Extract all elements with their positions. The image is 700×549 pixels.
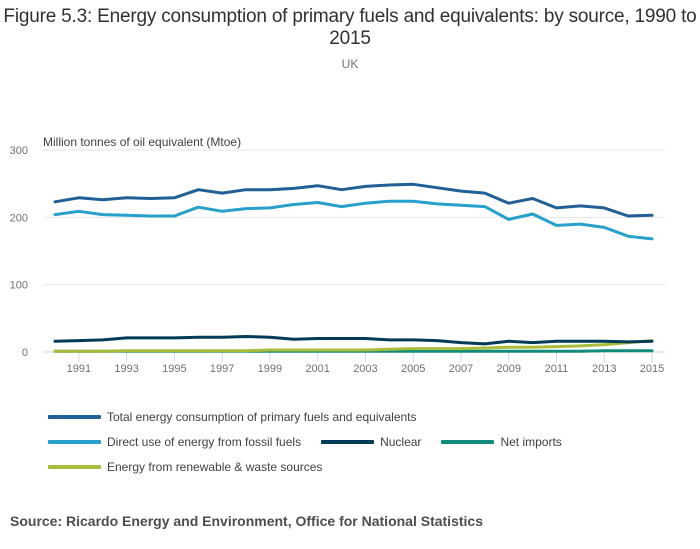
x-tick-label: 2015	[640, 363, 664, 375]
x-tick-label: 1995	[162, 363, 186, 375]
legend-label: Net imports	[500, 434, 562, 449]
legend: Total energy consumption of primary fuel…	[48, 404, 668, 479]
source-note: Source: Ricardo Energy and Environment, …	[10, 513, 483, 529]
legend-item[interactable]: Net imports	[441, 434, 562, 449]
x-tick-label: 1997	[210, 363, 234, 375]
series-line-energy-from-renewable-waste-sources	[53, 339, 654, 353]
line-chart: 0 100 200 300 Million tonnes of oil equival…	[10, 135, 665, 375]
series-lines	[53, 182, 654, 353]
x-tick-label: 2009	[496, 363, 520, 375]
x-tick-label: 2005	[401, 363, 425, 375]
x-axis: 1991 1993 1995 1997 1999 2001 2003 2005 2007 2009…	[67, 352, 664, 375]
legend-swatch	[48, 464, 101, 469]
x-tick-label: 2001	[305, 363, 329, 375]
series-line-nuclear	[53, 335, 654, 346]
x-tick-label: 1991	[67, 363, 91, 375]
legend-item[interactable]: Energy from renewable & waste sources	[48, 460, 322, 474]
chart-subtitle: UK	[341, 57, 359, 71]
legend-swatch	[48, 439, 101, 444]
y-tick-label: 200	[10, 212, 28, 224]
x-tick-label: 1993	[114, 363, 138, 375]
legend-swatch	[48, 414, 101, 419]
legend-swatch	[321, 439, 375, 444]
x-tick-label: 2013	[592, 363, 616, 375]
legend-label: Nuclear	[380, 434, 422, 449]
legend-label: Energy from renewable & waste sources	[107, 459, 323, 474]
y-axis-label: Million tonnes of oil equivalent (Mtoe)	[43, 135, 241, 149]
x-tick-label: 2003	[353, 363, 377, 375]
legend-item[interactable]: Total energy consumption of primary fuel…	[48, 410, 417, 424]
legend-item[interactable]: Nuclear	[321, 435, 421, 449]
x-tick-label: 2011	[545, 363, 569, 375]
y-tick-label: 300	[10, 145, 28, 157]
y-axis: 0 100 200 300	[10, 145, 28, 359]
chart-title: Figure 5.3: Energy consumption of primar…	[3, 6, 697, 49]
y-tick-label: 0	[22, 347, 28, 359]
series-line-total-energy-consumption-of-primary-fuels-and-equivalents	[53, 182, 654, 218]
legend-swatch	[441, 439, 495, 444]
x-tick-label: 2007	[449, 363, 473, 375]
legend-item[interactable]: Direct use of energy from fossil fuels	[48, 435, 301, 449]
series-line-direct-use-of-energy-from-fossil-fuels	[53, 199, 654, 241]
gridlines	[43, 149, 665, 353]
x-tick-label: 1999	[258, 363, 282, 375]
legend-label: Direct use of energy from fossil fuels	[107, 434, 302, 449]
legend-label: Total energy consumption of primary fuel…	[107, 409, 417, 424]
y-tick-label: 100	[10, 280, 28, 292]
